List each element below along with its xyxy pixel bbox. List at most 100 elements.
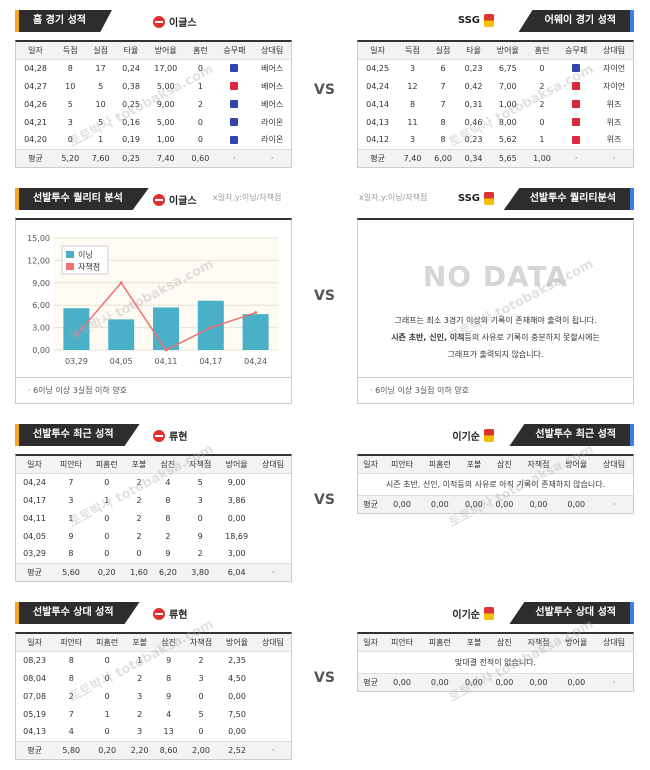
table-cell: 1,00: [498, 99, 517, 109]
average-cell: 5,20: [55, 148, 86, 167]
average-cell: 7,40: [146, 148, 186, 167]
average-cell: 평균: [16, 562, 54, 581]
table-cell: 베어스: [261, 63, 284, 73]
table-cell: 위즈: [606, 117, 622, 127]
table-cell: 5,62: [498, 135, 517, 145]
column-header: 일자: [16, 456, 54, 474]
no-data-line: 시즌 초반, 신인, 이적등의 사유로 기록이 충분하지 못할시에는: [358, 329, 633, 346]
stats-table: 일자 피안타 피홈런 포볼 삼진 자책점 방어율 상대팀 맞대결 전적이 없습니다. 평균 0,00…: [358, 634, 633, 691]
table-cell: 0,19: [122, 135, 140, 145]
table-cell: 0: [539, 117, 545, 127]
average-cell: 0,00: [489, 494, 520, 513]
pitcher-name: 이기순: [452, 610, 480, 621]
column-header: 자책점: [183, 634, 220, 652]
average-cell: 6,00: [427, 148, 459, 167]
table-cell: [255, 491, 291, 509]
stats-table: 일자 피안타 피홈런 포볼 삼진 자책점 방어율 상대팀 04,24 7 0 2 4 5 9,00 04,17…: [16, 456, 291, 581]
panel-title: 어웨이 경기 성적: [518, 10, 634, 32]
no-data-box: NO DATA 그래프는 최소 3경기 이상의 기록이 존재해야 출력이 됩니다…: [357, 218, 634, 378]
table-cell: 1: [98, 135, 104, 145]
panel-title: 선발투수 상대 성적: [509, 602, 634, 624]
table-cell: 3: [67, 117, 73, 127]
average-cell: 2,00: [183, 740, 220, 759]
home-record-panel: 홈 경기 성적 이글스 일자 득점 실점 타율 방어율 홈런 승무패 상대팀 04,28 8 17 0…: [15, 10, 292, 168]
pitcher-vs-panel: 선발투수 상대 성적 류현 일자 피안타 피홈런 포볼 삼진 자책점 방어율 상대팀 08,23…: [15, 602, 292, 760]
table-cell: 8: [165, 513, 171, 523]
table-cell: 03,29: [23, 549, 46, 559]
table-cell: [557, 95, 595, 113]
vs-label: VS: [314, 492, 335, 508]
column-header: 피안타: [383, 634, 421, 652]
table-header-row: 일자 피안타 피홈런 포볼 삼진 자책점 방어율 상대팀: [16, 456, 291, 474]
table-cell: 3: [137, 727, 143, 737]
table-cell: 6,75: [498, 63, 517, 73]
column-header: 홈런: [526, 42, 558, 60]
table-cell: [255, 687, 291, 705]
panel-header: 홈 경기 성적 이글스: [15, 10, 292, 32]
table-cell: 2: [137, 673, 143, 683]
table-cell: 0: [136, 549, 142, 559]
team-name: 이글스: [169, 196, 197, 207]
table-cell: 8: [440, 117, 446, 127]
column-header: 자책점: [182, 456, 219, 474]
table-cell: 04,05: [23, 531, 46, 541]
table-row: 04,21 3 5 0,16 5,00 0 라이온: [16, 113, 291, 131]
table-cell: [255, 527, 291, 545]
chart-footnote: · 6이닝 이상 3실점 이하 양호: [357, 378, 634, 404]
ssg-logo-icon: [484, 429, 494, 442]
average-cell: ·: [595, 148, 633, 167]
panel-title: 선발투수 최근 성적: [509, 424, 634, 446]
table-cell: 0: [539, 63, 545, 73]
column-header: 삼진: [489, 634, 520, 652]
table-cell: 0: [197, 135, 203, 145]
table-cell: 0: [104, 673, 110, 683]
panel-title: 홈 경기 성적: [15, 10, 112, 32]
table-cell: [216, 131, 254, 149]
table-cell: 08,04: [23, 673, 47, 683]
earned-runs-point: [209, 326, 213, 330]
eagles-logo-icon: [153, 429, 165, 442]
team-label: SSG: [458, 14, 494, 27]
average-cell: 평균: [358, 494, 384, 513]
column-header: 상대팀: [253, 42, 291, 60]
team-label: 이기순: [452, 428, 494, 443]
table-cell: 베어스: [261, 81, 284, 91]
table-cell: 자이언: [603, 81, 626, 91]
y-tick-label: 9,00: [32, 279, 50, 288]
table-cell: [557, 77, 595, 95]
table-cell: [255, 723, 291, 741]
win-result-icon: [230, 100, 239, 108]
table-cell: 04,28: [24, 63, 47, 73]
ssg-logo-icon: [484, 192, 494, 205]
average-row: 평균 5,20 7,60 0,25 7,40 0,60 · ·: [16, 148, 291, 167]
axis-note: x일자,y:이닝/자책점: [359, 193, 428, 202]
column-header: 일자: [16, 634, 54, 652]
column-header: 득점: [55, 42, 86, 60]
table-cell: 0,23: [464, 63, 483, 73]
average-cell: 0,00: [420, 672, 459, 691]
table-cell: [216, 113, 254, 131]
table-cell: 라이온: [261, 117, 284, 127]
table-cell: 18,69: [225, 531, 249, 541]
table-cell: 4: [165, 477, 171, 487]
column-header: 방어율: [146, 42, 186, 60]
panel-header: 선발투수 퀄리티 분석 이글스 x일자,y:이닝/자책점: [15, 188, 292, 210]
axis-note: x일자,y:이닝/자책점: [213, 193, 282, 202]
team-label: 류현: [153, 428, 187, 443]
empty-message: 시즌 초반, 신인, 이적등의 사유로 아직 기록이 존재하지 않습니다.: [385, 479, 606, 489]
column-header: 득점: [397, 42, 428, 60]
no-data-line: 그래프가 출력되지 않습니다.: [447, 350, 544, 359]
column-header: 삼진: [153, 456, 183, 474]
table-cell: 위즈: [606, 99, 622, 109]
team-name: SSG: [457, 193, 480, 204]
average-cell: 0,34: [458, 148, 489, 167]
average-cell: 평균: [16, 148, 56, 167]
table-cell: 0,00: [227, 513, 246, 523]
stats-table: 일자 득점 실점 타율 방어율 홈런 승무패 상대팀 04,25 3 6 0,23 6,75 0 자이언 04…: [358, 42, 633, 167]
average-cell: 1,60: [124, 562, 154, 581]
column-header: 피홈런: [420, 634, 459, 652]
table-row: 04,24 12 7 0,42 7,00 2 자이언: [358, 77, 633, 95]
table-cell: 2: [539, 99, 545, 109]
loss-result-icon: [572, 100, 581, 108]
column-header: 피홈런: [420, 456, 459, 474]
